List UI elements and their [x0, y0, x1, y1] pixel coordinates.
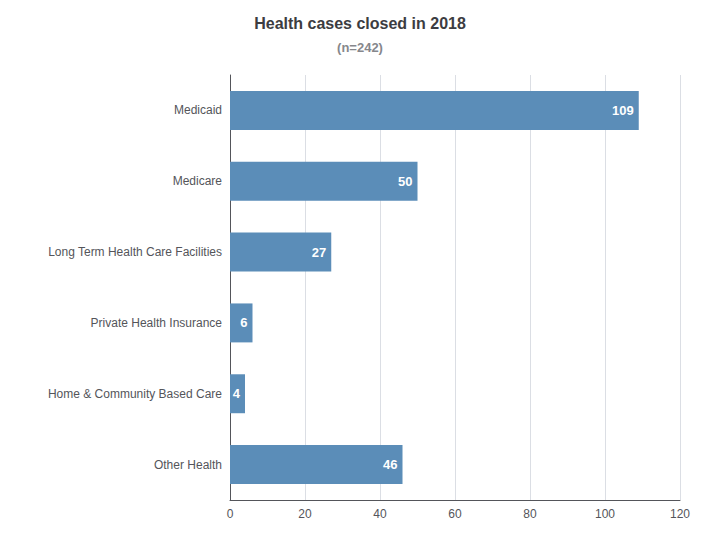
- svg-text:100: 100: [595, 507, 615, 521]
- svg-text:0: 0: [227, 507, 234, 521]
- svg-text:Other Health: Other Health: [154, 458, 222, 472]
- svg-text:4: 4: [233, 386, 241, 401]
- svg-text:6: 6: [240, 315, 247, 330]
- svg-text:20: 20: [298, 507, 312, 521]
- svg-text:120: 120: [670, 507, 690, 521]
- svg-text:Long Term Health Care Faciliti: Long Term Health Care Facilities: [48, 245, 222, 259]
- svg-text:Medicaid: Medicaid: [174, 103, 222, 117]
- svg-text:60: 60: [448, 507, 462, 521]
- svg-text:Medicare: Medicare: [173, 174, 223, 188]
- svg-text:40: 40: [373, 507, 387, 521]
- svg-text:Private Health Insurance: Private Health Insurance: [91, 316, 223, 330]
- svg-text:109: 109: [612, 103, 634, 118]
- svg-text:(n=242): (n=242): [337, 40, 383, 55]
- svg-text:50: 50: [398, 174, 412, 189]
- svg-text:Home & Community Based Care: Home & Community Based Care: [48, 387, 222, 401]
- svg-text:46: 46: [383, 457, 397, 472]
- svg-text:27: 27: [312, 245, 326, 260]
- svg-text:80: 80: [523, 507, 537, 521]
- svg-text:Health cases closed in 2018: Health cases closed in 2018: [254, 15, 466, 32]
